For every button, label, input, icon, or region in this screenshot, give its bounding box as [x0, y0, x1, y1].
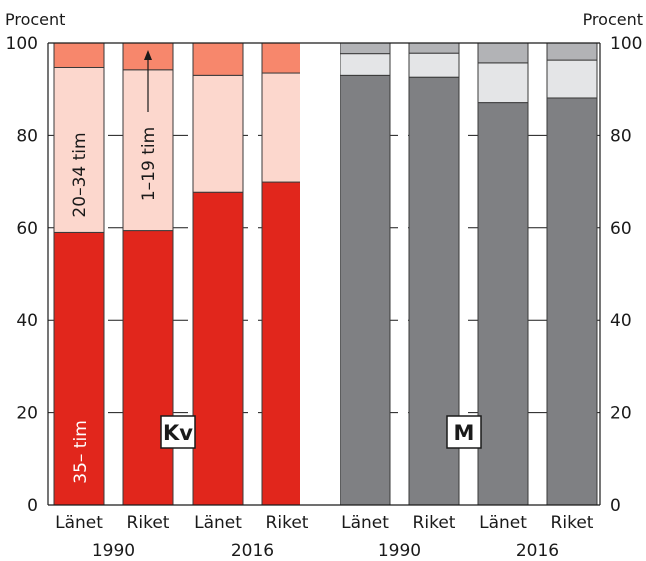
y-tick-right-100: 100	[610, 34, 642, 54]
bar-segment-p0-b0-s1	[53, 66, 105, 233]
y-axis-title-left: Procent	[5, 10, 65, 29]
tick-label-riket: Riket	[551, 513, 594, 533]
bar-segment-p1-b2-s2	[477, 42, 529, 64]
segment-arrow-head	[144, 50, 152, 60]
y-tick-left-20: 20	[16, 404, 38, 424]
y-tick-left-60: 60	[16, 219, 38, 239]
y-tick-left-80: 80	[16, 126, 38, 146]
bar-segment-p0-b2-s1	[192, 74, 244, 193]
segment-label-35-tim: 35– tim	[71, 420, 91, 483]
bar-segment-p1-b1-s2	[408, 42, 460, 54]
tick-label-länet: Länet	[341, 513, 389, 533]
labels: Länet Riket Länet Riket Länet Riket Länet Riket…	[5, 10, 643, 561]
y-tick-right-0: 0	[610, 496, 621, 516]
y-tick-right-40: 40	[610, 311, 632, 331]
panel-badge-0: Kv	[163, 421, 193, 445]
y-tick-right-20: 20	[610, 404, 632, 424]
bar-segment-p1-b0-s2	[339, 42, 391, 55]
bar-segment-p0-b0-s0	[53, 231, 105, 506]
bar-segment-p0-b1-s0	[122, 230, 174, 506]
panel-separator	[300, 41, 340, 507]
year-label-2: 1990	[378, 541, 421, 561]
bar-segment-p1-b1-s1	[408, 52, 460, 78]
year-label-1: 2016	[231, 541, 274, 561]
y-tick-left-40: 40	[16, 311, 38, 331]
segment-label-1-19-tim: 1–19 tim	[139, 127, 159, 201]
y-tick-right-80: 80	[610, 126, 632, 146]
panel-badge-1: M	[454, 421, 475, 445]
y-axis-title-right: Procent	[583, 10, 643, 29]
year-label-3: 2016	[516, 541, 559, 561]
y-tick-left-100: 100	[6, 34, 38, 54]
tick-label-riket: Riket	[266, 513, 309, 533]
bar-segment-p0-b2-s2	[192, 42, 244, 76]
plot-frame	[47, 41, 601, 507]
bar-segment-p1-b2-s1	[477, 62, 529, 104]
segment-label-20-34-tim: 20–34 tim	[70, 132, 90, 217]
bar-segment-p1-b3-s1	[546, 59, 598, 99]
tick-label-riket: Riket	[413, 513, 456, 533]
tick-label-riket: Riket	[127, 513, 170, 533]
tick-label-länet: Länet	[194, 513, 242, 533]
y-tick-left-0: 0	[27, 496, 38, 516]
bar-segment-p0-b2-s0	[192, 191, 244, 506]
bar-segment-p1-b0-s0	[339, 74, 391, 506]
bar-segment-p1-b3-s2	[546, 42, 598, 61]
panel-badge-box-1	[446, 415, 482, 449]
panel-badge-box-0	[160, 415, 196, 449]
y-tick-right-60: 60	[610, 219, 632, 239]
bar-segment-p1-b2-s0	[477, 102, 529, 506]
bars	[53, 42, 598, 506]
bar-segment-p1-b3-s0	[546, 97, 598, 506]
bar-segment-p0-b0-s2	[53, 42, 105, 68]
tick-label-länet: Länet	[479, 513, 527, 533]
tick-label-länet: Länet	[55, 513, 103, 533]
bar-segment-p1-b0-s1	[339, 53, 391, 76]
year-label-0: 1990	[92, 541, 135, 561]
